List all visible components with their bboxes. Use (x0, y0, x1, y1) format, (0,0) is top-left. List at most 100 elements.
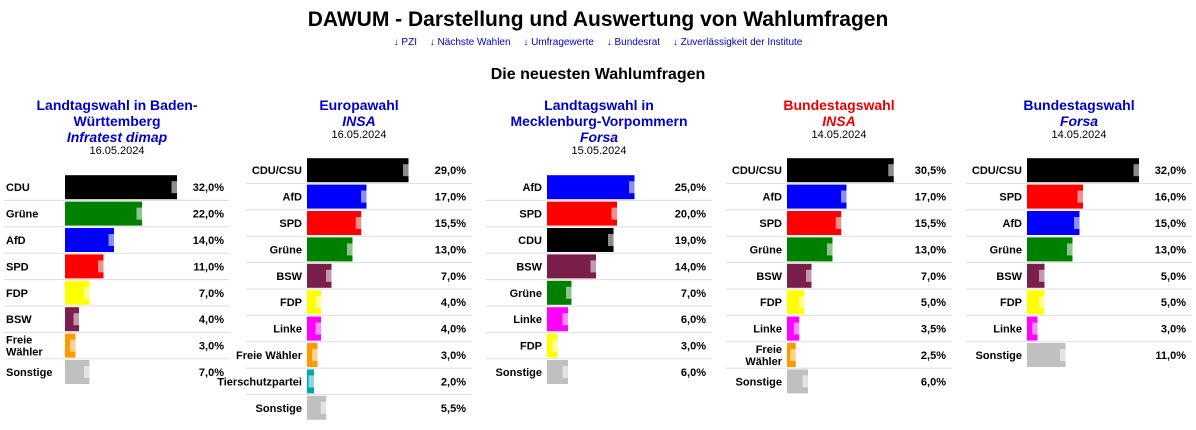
bar-grüne[interactable] (65, 201, 142, 226)
poll-header: Europawahl INSA 16.05.2024 (246, 97, 472, 142)
party-label-bsw: BSW (996, 271, 1022, 283)
poll-header: Bundestagswahl Forsa 14.05.2024 (966, 97, 1192, 142)
poll-title-line: Landtagswahl in Baden- (36, 97, 198, 113)
value-label-cdu-csu: 30,5% (915, 165, 946, 177)
party-label-afd: AfD (282, 192, 302, 204)
bar-cdu-csu[interactable] (307, 158, 409, 183)
trend-marker-spd (611, 207, 621, 220)
trend-marker-afd (629, 181, 638, 194)
trend-marker-sonstige (320, 401, 330, 414)
party-label-bsw: BSW (6, 314, 32, 326)
trend-marker-cdu-csu (403, 164, 412, 177)
nav-link-naechste-wahlen[interactable]: ↓ Nächste Wahlen (429, 37, 511, 48)
party-label-fdp: FDP (6, 288, 28, 300)
poll-title-link[interactable]: Bundestagswahl INSA (726, 97, 952, 129)
poll-date: 14.05.2024 (811, 129, 867, 141)
bar-afd[interactable] (65, 228, 114, 252)
party-label-bsw: BSW (276, 271, 302, 283)
trend-marker-bsw (1039, 269, 1048, 282)
party-label-bsw: BSW (516, 261, 542, 273)
poll-date: 16.05.2024 (331, 129, 387, 141)
bar-cdu-csu[interactable] (1027, 158, 1139, 183)
poll-title-link[interactable]: Landtagswahl in Mecklenburg-Vorpommern F… (486, 97, 712, 145)
value-label-cdu: 32,0% (193, 182, 224, 194)
value-label-freie-wähler: 3,0% (199, 341, 224, 353)
poll-header: Landtagswahl in Mecklenburg-Vorpommern F… (486, 97, 712, 158)
bar-cdu[interactable] (547, 228, 614, 252)
bar-afd[interactable] (547, 175, 635, 200)
bar-spd[interactable] (787, 211, 842, 235)
trend-marker-spd (355, 217, 365, 229)
trend-marker-cdu-csu (888, 164, 898, 177)
party-label-linke: Linke (993, 324, 1022, 336)
value-label-sonstige: 7,0% (199, 367, 224, 379)
bar-grüne[interactable] (1027, 237, 1073, 262)
bar-sonstige[interactable] (1027, 343, 1066, 367)
trend-marker-grüne (347, 243, 356, 256)
poll-chart-btw-forsa: CDU/CSU 32,0% SPD 16,0% AfD 15,0% Grüne 13,0% BS… (966, 158, 1192, 367)
poll-date: 14.05.2024 (1051, 129, 1107, 141)
trend-marker-sonstige (802, 375, 812, 388)
party-label-fdp: FDP (1000, 297, 1022, 309)
trend-marker-bsw (590, 260, 600, 273)
value-label-spd: 16,0% (1155, 192, 1186, 204)
bar-bsw[interactable] (547, 254, 596, 279)
trend-marker-tierschutzpartei (308, 375, 318, 388)
trend-marker-grüne (136, 207, 146, 220)
bar-spd[interactable] (65, 254, 104, 279)
poll-institute: Infratest dimap (66, 129, 168, 145)
poll-title-line: Mecklenburg-Vorpommern (510, 113, 688, 129)
trend-marker-grüne (1067, 243, 1076, 256)
poll-title-link[interactable]: Landtagswahl in Baden- Württemberg Infra… (4, 97, 230, 145)
nav-link-umfragewerte[interactable]: ↓ Umfragewerte (523, 37, 594, 48)
poll-chart-europawahl: CDU/CSU 29,0% AfD 17,0% SPD 15,5% Grüne 13,0% BS… (217, 158, 472, 420)
party-label-grüne: Grüne (270, 244, 302, 256)
poll-date: 16.05.2024 (89, 145, 145, 157)
nav-link-zuverlaessigkeit[interactable]: ↓ Zuverlässigkeit der Institute (672, 37, 803, 48)
trend-marker-fdp (1039, 296, 1048, 309)
trend-marker-freie-wähler (790, 349, 800, 361)
bar-spd[interactable] (307, 211, 362, 235)
trend-marker-linke (1032, 322, 1041, 335)
bar-spd[interactable] (547, 201, 617, 226)
value-label-grüne: 7,0% (681, 288, 706, 300)
bar-afd[interactable] (1027, 211, 1080, 235)
trend-marker-afd (361, 190, 370, 203)
trend-marker-afd (108, 234, 118, 246)
trend-marker-cdu (608, 234, 617, 246)
bar-afd[interactable] (307, 184, 367, 209)
nav-link-pzi[interactable]: ↓ PZI (393, 37, 417, 48)
poll-title-link[interactable]: Europawahl INSA (246, 97, 472, 129)
party-label-spd: SPD (279, 218, 302, 230)
party-label-freie-wähler: Freie (756, 344, 782, 356)
bar-afd[interactable] (787, 184, 847, 209)
nav-link-bundesrat[interactable]: ↓ Bundesrat (606, 37, 661, 48)
poll-title-line: Europawahl (319, 97, 399, 113)
party-label-sonstige: Sonstige (976, 350, 1022, 362)
party-label-cdu-csu: CDU/CSU (252, 165, 302, 177)
party-label-afd: AfD (1002, 218, 1022, 230)
party-label-tierschutzpartei: Tierschutzpartei (217, 376, 302, 388)
trend-marker-cdu-csu (1133, 164, 1143, 177)
bar-grüne[interactable] (307, 237, 353, 262)
value-label-linke: 4,0% (441, 324, 466, 336)
trend-marker-afd (841, 190, 850, 203)
value-label-cdu-csu: 29,0% (435, 165, 466, 177)
poll-institute: INSA (342, 113, 376, 129)
bar-cdu-csu[interactable] (787, 158, 894, 183)
section-title: Die neuesten Wahlumfragen (490, 66, 706, 83)
poll-chart-bw: CDU 32,0% Grüne 22,0% AfD 14,0% SPD 11,0% FDP 7,0… (4, 175, 230, 384)
poll-title-link[interactable]: Bundestagswahl Forsa (966, 97, 1192, 129)
bar-spd[interactable] (1027, 184, 1083, 209)
bar-cdu[interactable] (65, 175, 177, 200)
trend-marker-grüne (566, 286, 575, 299)
party-label-spd: SPD (6, 261, 29, 273)
party-label-afd: AfD (762, 192, 782, 204)
bar-grüne[interactable] (787, 237, 833, 262)
trend-marker-bsw (326, 269, 335, 282)
trend-marker-linke (562, 313, 572, 326)
trend-marker-bsw (73, 313, 83, 326)
value-label-grüne: 13,0% (1155, 244, 1186, 256)
value-label-fdp: 4,0% (441, 297, 466, 309)
party-label-spd: SPD (999, 192, 1022, 204)
